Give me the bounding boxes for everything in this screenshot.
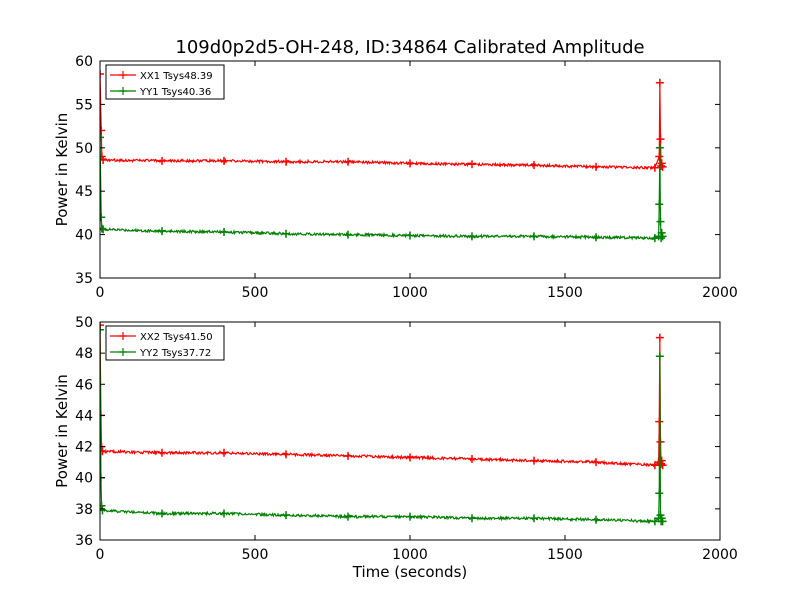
top-x-tick-label: 1500 — [547, 285, 583, 301]
bottom-series-2-point — [100, 325, 104, 334]
top-y-tick-label: 40 — [75, 228, 93, 244]
bottom-series-1-point — [406, 453, 414, 462]
bottom-series-2-point — [530, 514, 538, 523]
top-series-1-point — [220, 156, 228, 165]
bottom-y-tick-label: 44 — [75, 408, 93, 424]
top-series-2-point — [100, 133, 104, 142]
bottom-series-1-point — [468, 455, 476, 464]
top-series-2-point — [220, 227, 228, 236]
bottom-series-2-point — [344, 512, 352, 521]
bottom-series-1-point — [592, 458, 600, 467]
bottom-series-1-point — [220, 448, 228, 457]
bottom-y-tick-label: 36 — [75, 533, 93, 549]
top-series-2-point — [655, 200, 664, 209]
top-series-2-point — [158, 227, 166, 236]
bottom-series-1-point — [100, 322, 104, 330]
bottom-y-tick-label: 38 — [75, 502, 93, 518]
top-series-2-point — [100, 213, 106, 222]
top-series-1-point — [592, 162, 600, 171]
bottom-series-1-point — [100, 447, 107, 456]
bottom-y-axis-label: Power in Kelvin — [53, 374, 71, 488]
top-series-1-point — [100, 152, 106, 161]
top-series-1-point — [406, 159, 414, 168]
top-series-2-point — [100, 224, 106, 233]
top-plot: 0 500 1000 1500 2000 35 40 45 50 55 60 Power in Kel… — [53, 54, 738, 301]
top-series-1-point — [158, 156, 166, 165]
top-series-1-point — [657, 159, 666, 168]
bottom-series-2-point — [406, 512, 414, 521]
bottom-series-2-point — [592, 515, 600, 524]
bottom-y-tick-label: 48 — [75, 346, 93, 362]
bottom-series-1-point — [158, 448, 166, 457]
top-legend-entry-2: YY1 Tsys40.36 — [139, 87, 211, 98]
chart-title: 109d0p2d5-OH-248, ID:34864 Calibrated Am… — [175, 37, 644, 58]
bottom-series-2-point — [658, 517, 667, 526]
bottom-series-1-point — [282, 450, 290, 459]
top-y-tick-label: 35 — [75, 271, 93, 287]
bottom-series-2-point — [100, 506, 107, 515]
bottom-y-tick-label: 40 — [75, 471, 93, 487]
bottom-legend-entry-2: YY2 Tsys37.72 — [139, 348, 211, 359]
bottom-series-1-point — [344, 451, 352, 460]
bottom-x-tick-label: 1000 — [392, 547, 428, 563]
top-y-tick-label: 60 — [75, 54, 93, 70]
top-series-2-point — [656, 217, 665, 226]
top-legend: XX1 Tsys48.39 YY1 Tsys40.36 — [105, 64, 225, 100]
bottom-series-2-point — [220, 509, 228, 518]
bottom-series-1-point — [530, 456, 538, 465]
top-x-tick-label: 500 — [242, 285, 269, 301]
top-x-tick-label: 2000 — [702, 285, 738, 301]
bottom-series-2-point — [468, 514, 476, 523]
bottom-series-2-point — [655, 489, 664, 498]
bottom-legend-entry-1: XX2 Tsys41.50 — [140, 332, 213, 343]
bottom-x-axis-label: Time (seconds) — [352, 563, 468, 581]
bottom-legend: XX2 Tsys41.50 YY2 Tsys37.72 — [105, 325, 225, 361]
bottom-y-tick-label: 46 — [75, 377, 93, 393]
top-series-1-point — [344, 157, 352, 166]
bottom-series-2-point — [282, 511, 290, 520]
top-series-1-point — [656, 135, 665, 144]
top-series-2-point — [657, 228, 666, 237]
bottom-plot: 0 500 1000 1500 2000 36 38 40 42 44 46 48 50 Power in… — [53, 315, 738, 581]
bottom-series-1-point — [655, 333, 664, 342]
top-series-2-point — [658, 232, 667, 241]
top-series-1-point — [282, 157, 290, 166]
bottom-x-tick-label: 500 — [242, 547, 269, 563]
top-series-2-point — [344, 230, 352, 239]
top-y-axis-label: Power in Kelvin — [53, 113, 71, 227]
top-series-2-point — [655, 143, 664, 152]
top-series-1-point — [100, 126, 106, 135]
top-series-2-point — [468, 232, 476, 241]
top-series-1-point — [655, 78, 664, 87]
top-x-tick-label: 1000 — [392, 285, 428, 301]
top-series-1-point — [650, 163, 659, 172]
top-series-1-line — [100, 70, 667, 172]
bottom-y-tick-label: 42 — [75, 440, 93, 456]
top-x-tick-label: 0 — [96, 285, 105, 301]
top-series-1-point — [468, 160, 476, 169]
top-series-2-point — [530, 232, 538, 241]
top-legend-entry-1: XX1 Tsys48.39 — [140, 71, 213, 82]
top-series-2-point — [282, 229, 290, 238]
bottom-y-tick-label: 50 — [75, 315, 93, 331]
top-series-1-point — [530, 161, 538, 170]
top-series-2-point — [406, 231, 414, 240]
top-series-1-point — [100, 70, 104, 79]
bottom-x-tick-label: 0 — [96, 547, 105, 563]
top-y-tick-label: 45 — [75, 184, 93, 200]
top-y-tick-label: 50 — [75, 141, 93, 157]
bottom-x-tick-label: 1500 — [547, 547, 583, 563]
bottom-series-2-point — [655, 352, 664, 361]
top-series-2-point — [592, 233, 600, 242]
bottom-series-2-point — [158, 509, 166, 518]
top-y-tick-label: 55 — [75, 97, 93, 113]
bottom-x-tick-label: 2000 — [702, 547, 738, 563]
top-series-2-line — [100, 133, 667, 243]
